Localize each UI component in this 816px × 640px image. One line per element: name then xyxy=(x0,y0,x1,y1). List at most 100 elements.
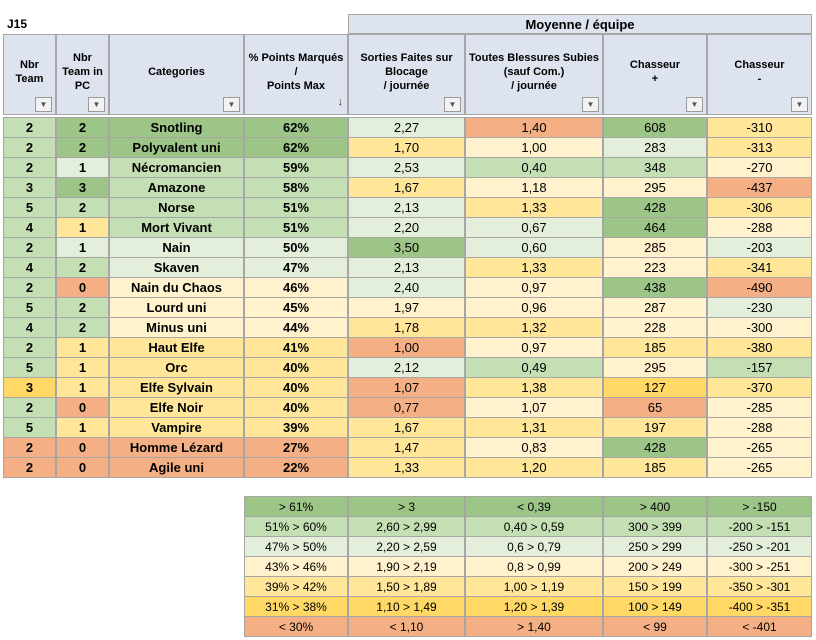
category-cell[interactable]: Vampire xyxy=(109,417,244,438)
chasseur-minus-cell[interactable]: -306 xyxy=(707,197,812,218)
chasseur-plus-cell[interactable]: 348 xyxy=(603,157,707,178)
chasseur-plus-cell[interactable]: 228 xyxy=(603,317,707,338)
sorties-cell[interactable]: 0,77 xyxy=(348,397,465,418)
category-cell[interactable]: Nécromancien xyxy=(109,157,244,178)
chasseur-minus-cell[interactable]: -313 xyxy=(707,137,812,158)
sorties-cell[interactable]: 2,12 xyxy=(348,357,465,378)
sorties-cell[interactable]: 1,47 xyxy=(348,437,465,458)
column-header[interactable]: Sorties Faites sur Blocage / journée ▼ xyxy=(348,34,465,115)
filter-dropdown-icon[interactable]: ▼ xyxy=(686,97,703,112)
team-count-cell[interactable]: 5 xyxy=(3,357,56,378)
team-count-cell[interactable]: 2 xyxy=(3,137,56,158)
team-in-pc-cell[interactable]: 1 xyxy=(56,157,109,178)
points-pct-cell[interactable]: 27% xyxy=(244,437,348,458)
chasseur-minus-cell[interactable]: -265 xyxy=(707,457,812,478)
points-pct-cell[interactable]: 47% xyxy=(244,257,348,278)
team-in-pc-cell[interactable]: 1 xyxy=(56,237,109,258)
team-count-cell[interactable]: 2 xyxy=(3,397,56,418)
column-header[interactable]: Toutes Blessures Subies (sauf Com.) / jour… xyxy=(465,34,603,115)
sorties-cell[interactable]: 3,50 xyxy=(348,237,465,258)
blessures-cell[interactable]: 1,32 xyxy=(465,317,603,338)
chasseur-minus-cell[interactable]: -203 xyxy=(707,237,812,258)
team-in-pc-cell[interactable]: 2 xyxy=(56,117,109,138)
chasseur-plus-cell[interactable]: 65 xyxy=(603,397,707,418)
filter-dropdown-icon[interactable]: ▼ xyxy=(35,97,52,112)
points-pct-cell[interactable]: 40% xyxy=(244,397,348,418)
points-pct-cell[interactable]: 51% xyxy=(244,217,348,238)
team-count-cell[interactable]: 2 xyxy=(3,437,56,458)
blessures-cell[interactable]: 0,97 xyxy=(465,337,603,358)
chasseur-minus-cell[interactable]: -370 xyxy=(707,377,812,398)
category-cell[interactable]: Minus uni xyxy=(109,317,244,338)
sorties-cell[interactable]: 2,13 xyxy=(348,257,465,278)
team-in-pc-cell[interactable]: 2 xyxy=(56,137,109,158)
column-header[interactable]: Chasseur - ▼ xyxy=(707,34,812,115)
blessures-cell[interactable]: 1,40 xyxy=(465,117,603,138)
chasseur-plus-cell[interactable]: 223 xyxy=(603,257,707,278)
blessures-cell[interactable]: 0,49 xyxy=(465,357,603,378)
sorties-cell[interactable]: 1,07 xyxy=(348,377,465,398)
team-in-pc-cell[interactable]: 1 xyxy=(56,377,109,398)
team-count-cell[interactable]: 5 xyxy=(3,197,56,218)
category-cell[interactable]: Mort Vivant xyxy=(109,217,244,238)
chasseur-minus-cell[interactable]: -288 xyxy=(707,217,812,238)
blessures-cell[interactable]: 0,83 xyxy=(465,437,603,458)
points-pct-cell[interactable]: 40% xyxy=(244,377,348,398)
team-count-cell[interactable]: 2 xyxy=(3,277,56,298)
sorties-cell[interactable]: 2,13 xyxy=(348,197,465,218)
chasseur-plus-cell[interactable]: 608 xyxy=(603,117,707,138)
points-pct-cell[interactable]: 44% xyxy=(244,317,348,338)
blessures-cell[interactable]: 0,67 xyxy=(465,217,603,238)
team-in-pc-cell[interactable]: 1 xyxy=(56,417,109,438)
category-cell[interactable]: Snotling xyxy=(109,117,244,138)
points-pct-cell[interactable]: 40% xyxy=(244,357,348,378)
blessures-cell[interactable]: 1,07 xyxy=(465,397,603,418)
chasseur-minus-cell[interactable]: -157 xyxy=(707,357,812,378)
team-in-pc-cell[interactable]: 0 xyxy=(56,457,109,478)
team-in-pc-cell[interactable]: 0 xyxy=(56,397,109,418)
chasseur-plus-cell[interactable]: 197 xyxy=(603,417,707,438)
column-header[interactable]: % Points Marqués / Points Max ↓ xyxy=(244,34,348,115)
column-header[interactable]: Nbr Team ▼ xyxy=(3,34,56,115)
points-pct-cell[interactable]: 50% xyxy=(244,237,348,258)
category-cell[interactable]: Orc xyxy=(109,357,244,378)
team-count-cell[interactable]: 3 xyxy=(3,177,56,198)
team-count-cell[interactable]: 3 xyxy=(3,377,56,398)
points-pct-cell[interactable]: 45% xyxy=(244,297,348,318)
sorties-cell[interactable]: 1,00 xyxy=(348,337,465,358)
sorties-cell[interactable]: 1,70 xyxy=(348,137,465,158)
category-cell[interactable]: Skaven xyxy=(109,257,244,278)
chasseur-plus-cell[interactable]: 185 xyxy=(603,337,707,358)
blessures-cell[interactable]: 1,18 xyxy=(465,177,603,198)
blessures-cell[interactable]: 1,00 xyxy=(465,137,603,158)
sorties-cell[interactable]: 1,67 xyxy=(348,417,465,438)
chasseur-minus-cell[interactable]: -265 xyxy=(707,437,812,458)
category-cell[interactable]: Homme Lézard xyxy=(109,437,244,458)
points-pct-cell[interactable]: 58% xyxy=(244,177,348,198)
filter-dropdown-icon[interactable]: ▼ xyxy=(88,97,105,112)
team-count-cell[interactable]: 4 xyxy=(3,257,56,278)
team-in-pc-cell[interactable]: 2 xyxy=(56,257,109,278)
sorties-cell[interactable]: 1,97 xyxy=(348,297,465,318)
team-count-cell[interactable]: 2 xyxy=(3,237,56,258)
team-in-pc-cell[interactable]: 0 xyxy=(56,437,109,458)
team-in-pc-cell[interactable]: 2 xyxy=(56,317,109,338)
points-pct-cell[interactable]: 39% xyxy=(244,417,348,438)
chasseur-minus-cell[interactable]: -270 xyxy=(707,157,812,178)
chasseur-minus-cell[interactable]: -437 xyxy=(707,177,812,198)
chasseur-plus-cell[interactable]: 185 xyxy=(603,457,707,478)
points-pct-cell[interactable]: 51% xyxy=(244,197,348,218)
category-cell[interactable]: Nain xyxy=(109,237,244,258)
blessures-cell[interactable]: 0,40 xyxy=(465,157,603,178)
chasseur-minus-cell[interactable]: -341 xyxy=(707,257,812,278)
team-count-cell[interactable]: 5 xyxy=(3,417,56,438)
team-in-pc-cell[interactable]: 3 xyxy=(56,177,109,198)
chasseur-plus-cell[interactable]: 283 xyxy=(603,137,707,158)
blessures-cell[interactable]: 1,33 xyxy=(465,257,603,278)
sorties-cell[interactable]: 2,27 xyxy=(348,117,465,138)
chasseur-minus-cell[interactable]: -380 xyxy=(707,337,812,358)
category-cell[interactable]: Amazone xyxy=(109,177,244,198)
filter-dropdown-icon[interactable]: ▼ xyxy=(444,97,461,112)
column-header[interactable]: Nbr Team in PC ▼ xyxy=(56,34,109,115)
category-cell[interactable]: Lourd uni xyxy=(109,297,244,318)
